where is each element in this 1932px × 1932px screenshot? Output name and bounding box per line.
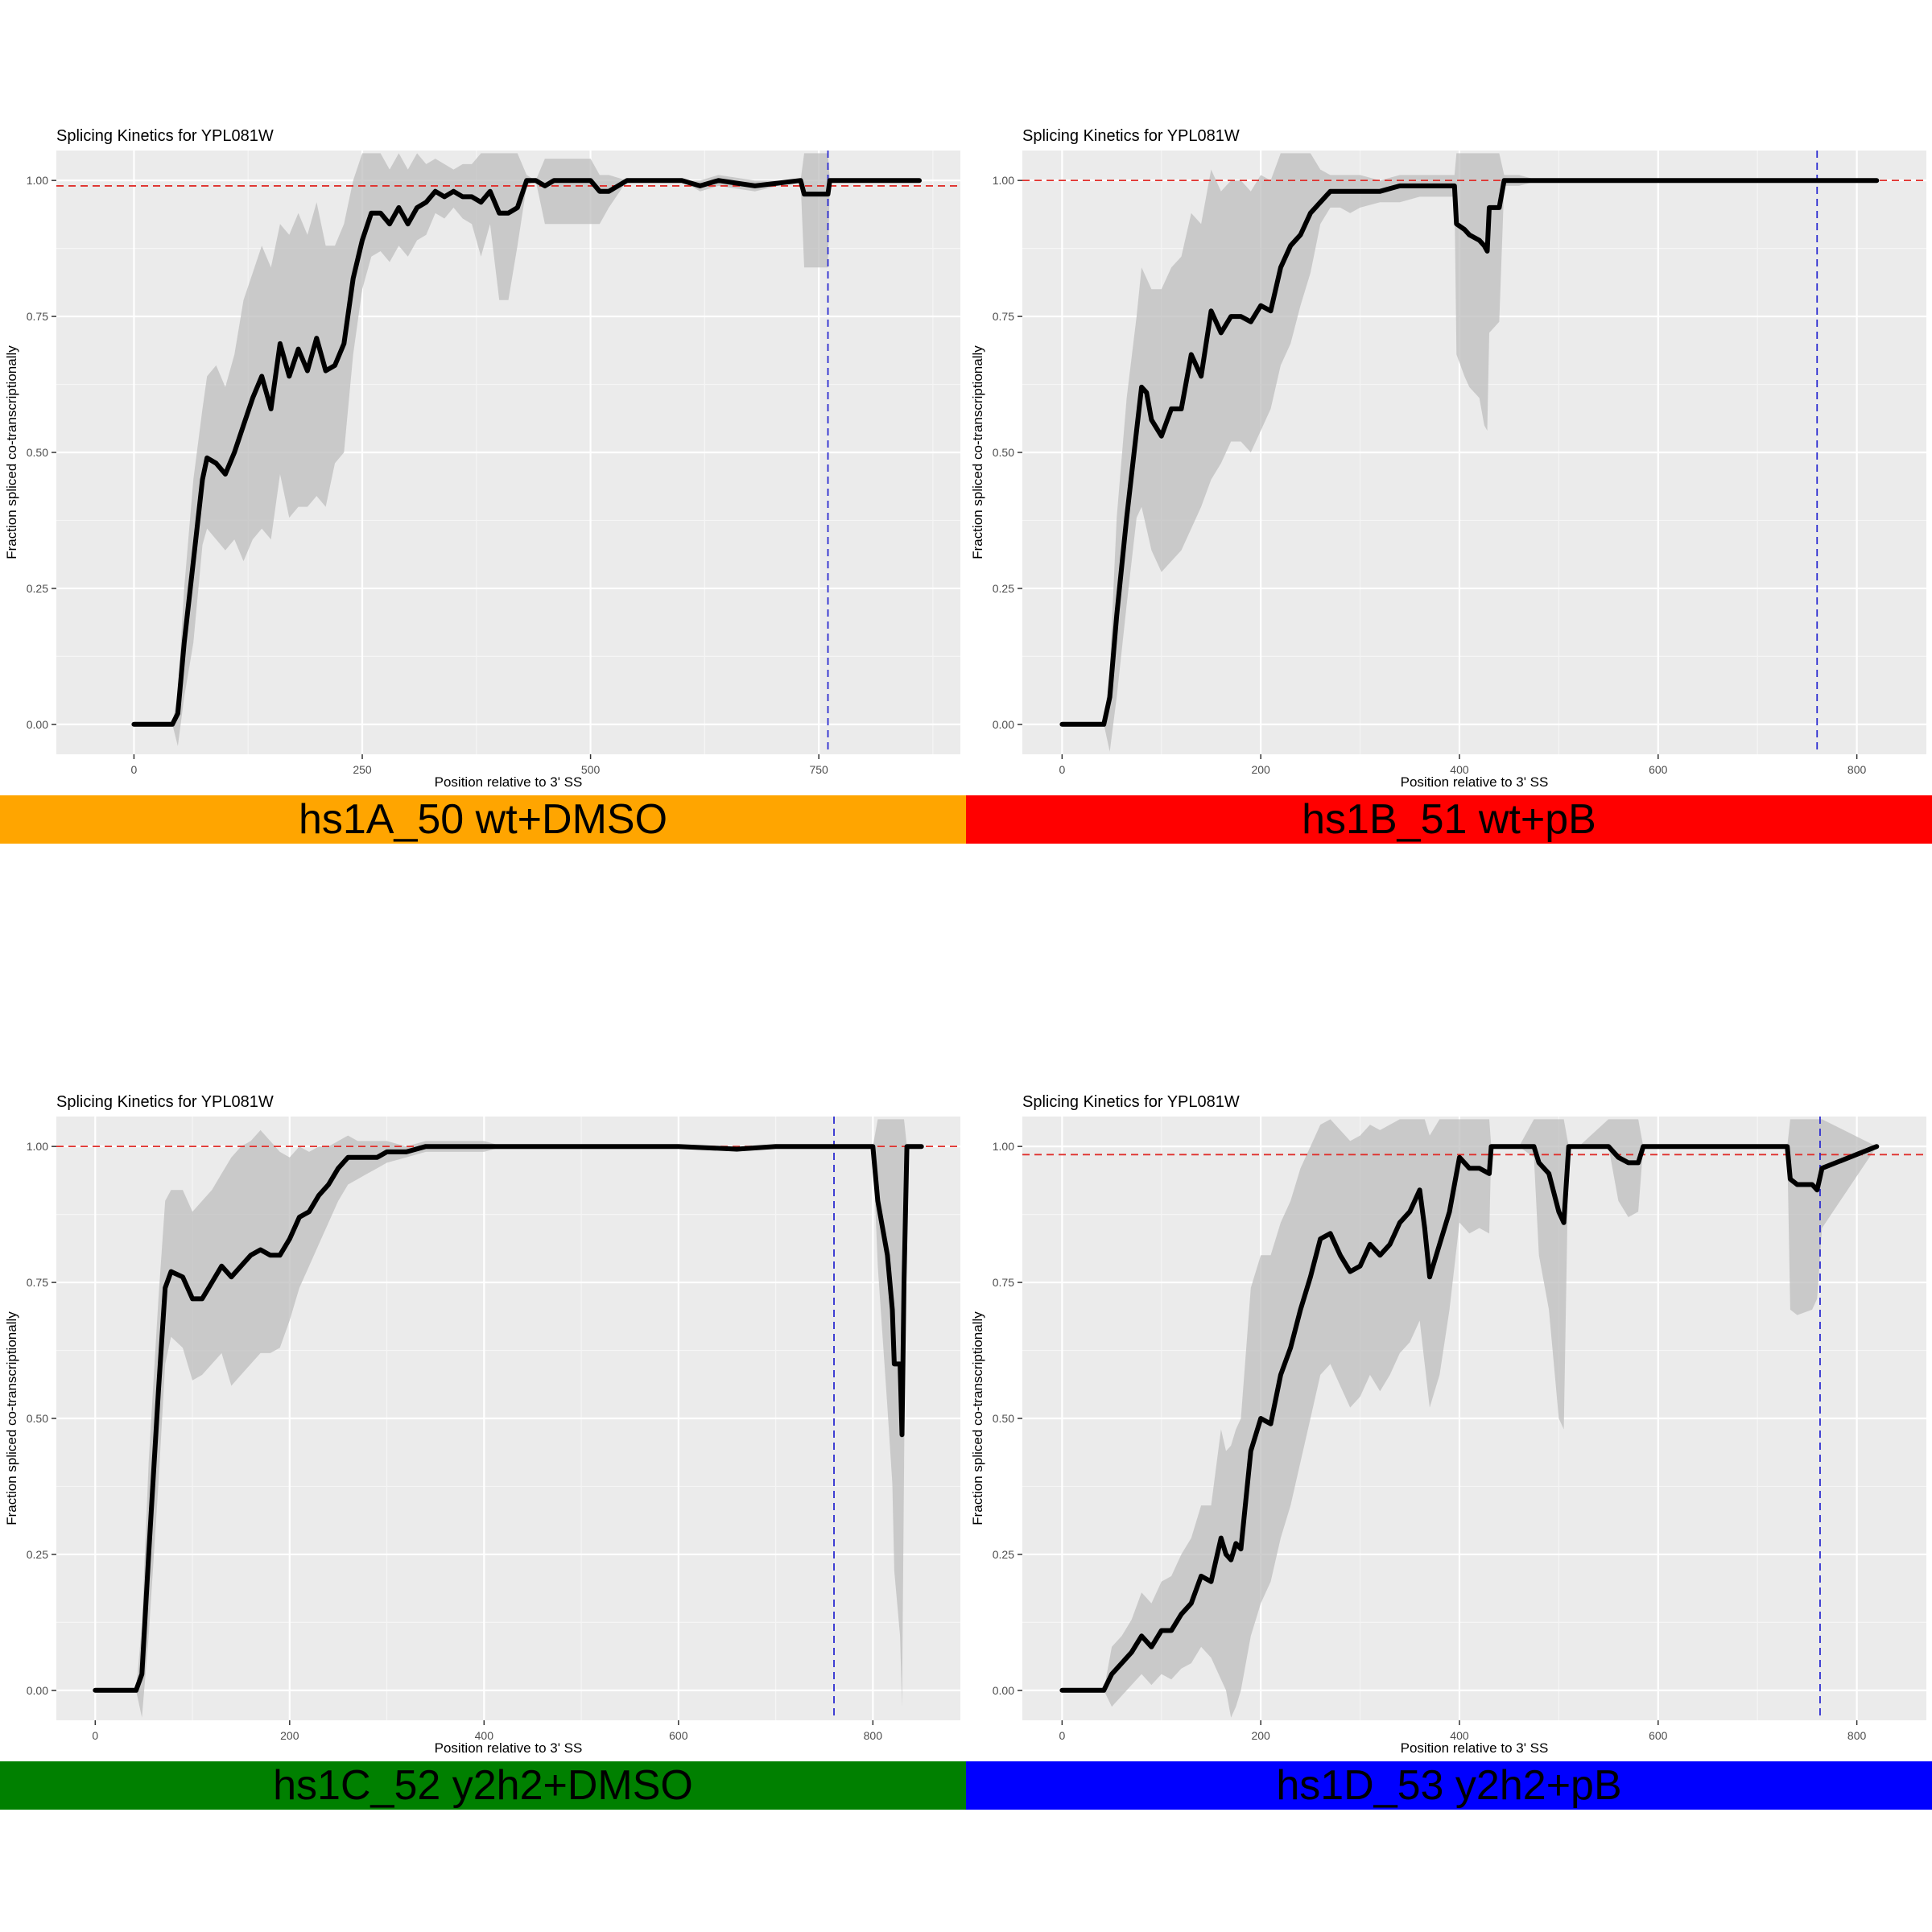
chart-svg-d: 0.00 0.25 0.50 0.75 1.00 0 200 400 600 800 Splicin… [970,1093,1926,1756]
condition-banner-d: hs1D_53 y2h2+pB [966,1761,1932,1810]
x-tick-label: 0 [1059,763,1065,776]
series-line [1059,1144,1880,1693]
confidence-ribbon [1062,153,1877,752]
y-axis-label: Fraction spliced co-transcriptionally [970,345,985,559]
x-axis-label: Position relative to 3' SS [435,1740,583,1756]
series-line [131,178,922,727]
y-tick-label: 0.00 [27,718,48,731]
confidence-ribbon [95,1119,922,1718]
y-tick-label: 0.50 [993,446,1014,459]
x-tick-label: 400 [1450,1729,1469,1742]
x-tick-label: 400 [475,1729,494,1742]
y-tick-label: 1.00 [993,174,1014,187]
series-line [93,1144,924,1693]
chart-title: Splicing Kinetics for YPL081W [1022,127,1240,145]
y-tick-label: 0.00 [27,1684,48,1697]
y-tick-label: 0.25 [27,1548,48,1561]
y-axis-label: Fraction spliced co-transcriptionally [4,1311,19,1525]
confidence-ribbon [1062,1119,1877,1718]
y-tick-label: 0.00 [993,1684,1014,1697]
chart-panel-c: 0.00 0.25 0.50 0.75 1.00 0 200 400 600 800 Splicin… [0,966,966,1932]
x-tick-label: 800 [1847,763,1867,776]
x-tick-label: 600 [669,1729,688,1742]
confidence-ribbon [134,153,919,746]
x-tick-label: 800 [1847,1729,1867,1742]
y-tick-label: 0.75 [27,310,48,323]
y-tick-label: 1.00 [27,1140,48,1153]
x-tick-label: 800 [864,1729,883,1742]
x-axis-label: Position relative to 3' SS [1401,774,1549,790]
x-tick-label: 200 [1251,1729,1270,1742]
y-tick-label: 0.50 [27,446,48,459]
chart-svg-c: 0.00 0.25 0.50 0.75 1.00 0 200 400 600 800 Splicin… [4,1093,960,1756]
condition-banner-c: hs1C_52 y2h2+DMSO [0,1761,966,1810]
chart-svg-b: 0.00 0.25 0.50 0.75 1.00 0 200 400 600 800 Splicin… [970,127,1926,790]
y-tick-label: 0.75 [27,1276,48,1289]
chart-title: Splicing Kinetics for YPL081W [1022,1093,1240,1111]
chart-title: Splicing Kinetics for YPL081W [56,1093,274,1111]
x-axis-label: Position relative to 3' SS [1401,1740,1549,1756]
x-tick-label: 0 [92,1729,98,1742]
y-tick-label: 0.75 [993,1276,1014,1289]
x-tick-label: 200 [1251,763,1270,776]
y-tick-label: 0.25 [27,582,48,595]
condition-banner-b: hs1B_51 wt+pB [966,795,1932,844]
condition-banner-a: hs1A_50 wt+DMSO [0,795,966,844]
y-tick-label: 0.50 [27,1412,48,1425]
y-tick-label: 1.00 [27,174,48,187]
y-tick-label: 0.50 [993,1412,1014,1425]
x-tick-label: 200 [280,1729,299,1742]
chart-panel-d: 0.00 0.25 0.50 0.75 1.00 0 200 400 600 800 Splicin… [966,966,1932,1932]
x-tick-label: 750 [809,763,828,776]
x-tick-label: 500 [581,763,601,776]
y-tick-label: 0.25 [993,1548,1014,1561]
chart-panel-b: 0.00 0.25 0.50 0.75 1.00 0 200 400 600 800 Splicin… [966,0,1932,966]
y-tick-label: 0.25 [993,582,1014,595]
x-tick-label: 400 [1450,763,1469,776]
series-line [1059,178,1880,727]
x-tick-label: 600 [1649,763,1668,776]
x-tick-label: 0 [1059,1729,1065,1742]
y-tick-label: 1.00 [993,1140,1014,1153]
chart-panel-a: 0.00 0.25 0.50 0.75 1.00 0 250 500 750 Splicing K… [0,0,966,966]
y-axis-label: Fraction spliced co-transcriptionally [4,345,19,559]
x-tick-label: 0 [131,763,138,776]
chart-svg-a: 0.00 0.25 0.50 0.75 1.00 0 250 500 750 Splicing K… [4,127,960,790]
x-axis-label: Position relative to 3' SS [435,774,583,790]
x-tick-label: 250 [353,763,372,776]
y-axis-label: Fraction spliced co-transcriptionally [970,1311,985,1525]
chart-title: Splicing Kinetics for YPL081W [56,127,274,145]
y-tick-label: 0.75 [993,310,1014,323]
y-tick-label: 0.00 [993,718,1014,731]
x-tick-label: 600 [1649,1729,1668,1742]
